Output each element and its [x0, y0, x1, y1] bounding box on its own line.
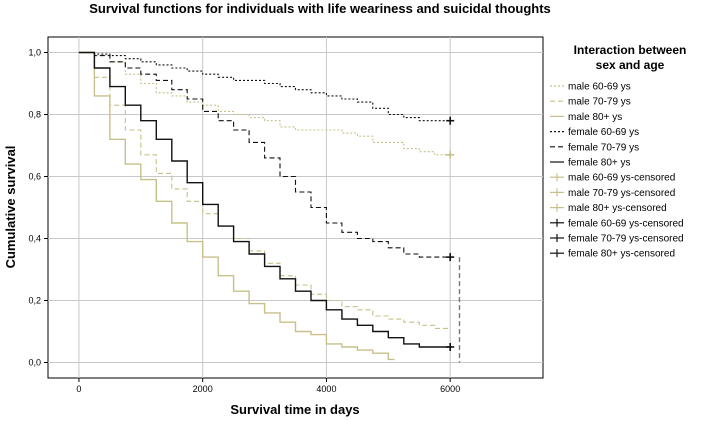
legend-label: female 60-69 ys: [568, 127, 639, 138]
x-axis-label: Survival time in days: [230, 402, 359, 417]
legend-label: male 70-79 ys-censored: [568, 188, 675, 199]
series-female-70-79-ys: [78, 51, 451, 258]
censor-female-80-ys-censored: [446, 343, 455, 351]
chart-title: Survival functions for individuals with …: [89, 1, 551, 16]
legend-label: male 60-69 ys-censored: [568, 173, 675, 184]
x-tick-label: 6000: [440, 384, 460, 394]
legend-label: female 80+ ys-censored: [568, 249, 675, 260]
legend-label: male 60-69 ys: [568, 82, 631, 93]
y-axis-ticks: 0,0 0,2 0,4 0,6 0,8 1,0: [28, 48, 48, 368]
y-tick-label: 0,8: [28, 110, 41, 120]
series-male-80-ys: [78, 51, 395, 361]
x-tick-label: 4000: [316, 384, 336, 394]
x-tick-label: 0: [76, 384, 81, 394]
legend-title-line-1: Interaction between: [574, 43, 687, 57]
legend-item: female 70-79 ys-censored: [550, 234, 684, 245]
y-tick-label: 0,4: [28, 234, 41, 244]
x-axis-ticks: 0 2000 4000 6000: [76, 378, 460, 394]
censor-male-60-69-ys-censored: [446, 150, 455, 159]
series-male-70-79-ys: [78, 51, 451, 329]
legend-item: male 60-69 ys: [550, 82, 631, 93]
legend-label: male 80+ ys-censored: [568, 203, 667, 214]
legend-item: female 60-69 ys: [550, 127, 639, 138]
legend-item: female 80+ ys-censored: [550, 249, 675, 260]
legend-item: male 60-69 ys-censored: [550, 173, 675, 184]
legend-title-line-2: sex and age: [596, 58, 665, 72]
legend-label: female 60-69 ys-censored: [568, 218, 684, 229]
legend-label: male 70-79 ys: [568, 97, 631, 108]
legend-label: female 70-79 ys: [568, 142, 639, 153]
x-tick-label: 2000: [193, 384, 213, 394]
legend-items: male 60-69 ys male 70-79 ys male 80+ ys fem…: [550, 82, 684, 260]
legend-label: female 70-79 ys-censored: [568, 234, 684, 245]
censor-marks: [446, 116, 455, 351]
legend-item: male 80+ ys: [550, 112, 622, 123]
legend-label: male 80+ ys: [568, 112, 622, 123]
y-tick-label: 0,0: [28, 358, 41, 368]
legend-item: female 60-69 ys-censored: [550, 218, 684, 229]
legend-item: female 80+ ys: [550, 158, 631, 169]
censor-female-70-79-ys-censored: [446, 253, 455, 262]
censor-female-60-69-ys-censored: [446, 116, 455, 125]
y-tick-label: 1,0: [28, 48, 41, 58]
legend-item: male 70-79 ys: [550, 97, 631, 108]
series-female-80-ys: [78, 51, 451, 348]
legend: Interaction between sex and age male 60-…: [550, 43, 686, 260]
y-axis-label: Cumulative survival: [3, 146, 18, 269]
legend-label: female 80+ ys: [568, 158, 631, 169]
series-female-60-69-ys: [78, 51, 451, 122]
plot-area: [47, 36, 544, 379]
y-tick-label: 0,2: [28, 296, 41, 306]
legend-item: male 80+ ys-censored: [550, 203, 667, 214]
y-tick-label: 0,6: [28, 172, 41, 182]
legend-item: female 70-79 ys: [550, 142, 639, 153]
legend-item: male 70-79 ys-censored: [550, 188, 675, 199]
series-layer: [78, 51, 461, 363]
